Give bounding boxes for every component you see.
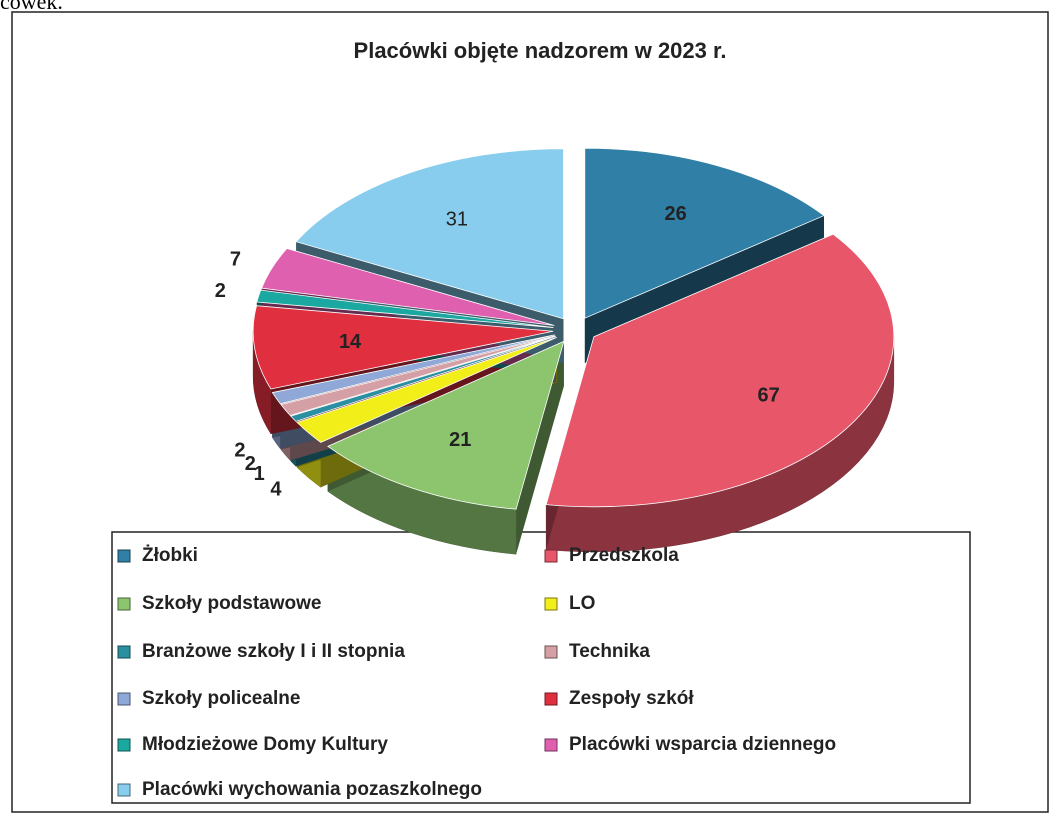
value-label: 7 xyxy=(230,249,241,271)
legend-swatch xyxy=(544,738,558,752)
slice xyxy=(280,335,556,416)
value-label: 31 xyxy=(446,208,468,230)
slice xyxy=(295,148,564,320)
slice xyxy=(256,289,554,328)
slice xyxy=(290,336,556,422)
legend-label: Placówki wsparcia dziennego xyxy=(569,734,836,755)
slice xyxy=(271,334,555,405)
value-label: 21 xyxy=(449,429,471,451)
legend-label: Szkoły podstawowe xyxy=(142,593,321,614)
value-label: 14 xyxy=(339,331,362,353)
legend-swatch xyxy=(544,549,558,563)
legend-swatch xyxy=(544,597,558,611)
legend-label: Młodzieżowe Domy Kultury xyxy=(142,734,388,755)
slice-wall xyxy=(516,341,564,555)
value-label: 2 xyxy=(245,453,256,475)
legend-swatch xyxy=(117,549,131,563)
legend-label: LO xyxy=(569,593,595,614)
value-label: 26 xyxy=(665,203,687,225)
legend-swatch xyxy=(117,692,131,706)
legend-label: Szkoły policealne xyxy=(142,688,300,709)
slice xyxy=(261,248,555,326)
legend-label: Placówki wychowania pozaszkolnego xyxy=(142,779,482,800)
legend-swatch xyxy=(117,738,131,752)
value-label: 2 xyxy=(215,280,226,302)
legend-swatch xyxy=(544,692,558,706)
value-label: 4 xyxy=(270,478,282,500)
legend: Żłobki Przedszkola Szkoły podstawowe LO Bran… xyxy=(117,545,836,800)
legend-label: Przedszkola xyxy=(569,545,679,566)
legend-swatch xyxy=(544,645,558,659)
chart-frame xyxy=(11,11,1049,813)
chart-title: Placówki objęte nadzorem w 2023 r. xyxy=(354,38,727,63)
page-text: cówek. xyxy=(0,0,63,14)
legend-swatch xyxy=(117,597,131,611)
legend-swatch xyxy=(117,645,131,659)
legend-label: Technika xyxy=(569,641,650,662)
legend-box xyxy=(111,531,971,804)
value-label: 67 xyxy=(758,385,780,407)
value-label: 2 xyxy=(234,440,245,462)
slice xyxy=(252,305,554,390)
legend-label: Żłobki xyxy=(142,545,198,566)
slice xyxy=(545,233,895,508)
value-label: 1 xyxy=(254,463,265,485)
legend-swatch xyxy=(117,783,131,797)
legend-label: Zespoły szkół xyxy=(569,688,694,709)
slice xyxy=(327,340,565,510)
slice xyxy=(584,147,825,319)
legend-label: Branżowe szkoły I i II stopnia xyxy=(142,641,405,662)
slice xyxy=(296,337,557,443)
